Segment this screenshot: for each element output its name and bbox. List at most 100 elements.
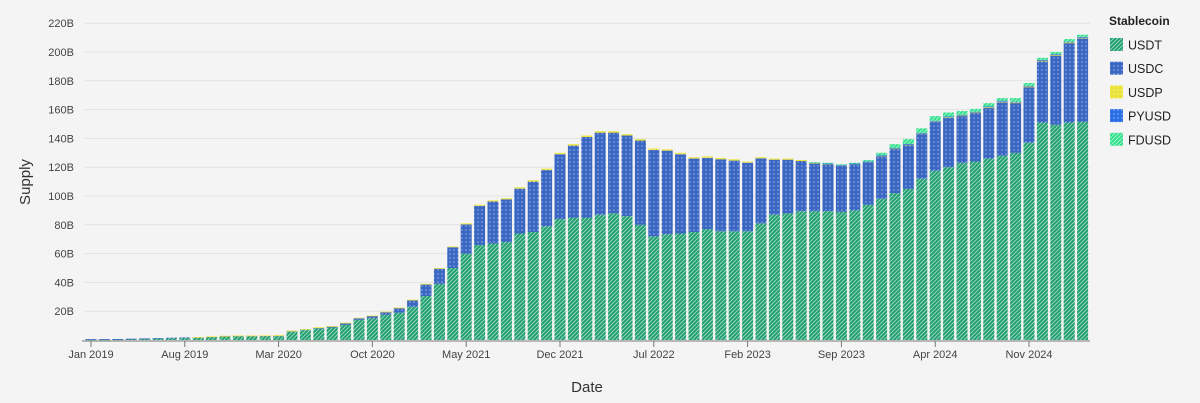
bar-stack-2020-05 [299,329,311,340]
bar-stack-2023-05 [782,158,794,340]
legend-swatch [1110,85,1123,99]
bar-fdusd-2024-04 [929,116,941,121]
bar-stack-2019-05 [139,338,151,340]
bar-usdp-2019-11 [219,335,231,337]
bar-usdc-2024-09 [996,101,1008,156]
bar-pyusd-2024-09 [996,100,1008,102]
bar-usdp-2020-03 [273,335,285,337]
bar-fdusd-2025-02 [1063,39,1075,42]
bar-usdt-2024-02 [902,188,914,340]
bar-stack-2021-01 [407,299,419,340]
legend-label: FDUSD [1128,133,1171,147]
bar-usdc-2020-09 [353,317,365,320]
bar-stack-2019-06 [152,337,164,340]
bar-usdc-2022-07 [648,149,660,237]
legend-label: USDC [1128,62,1163,76]
bar-usdp-2020-12 [393,307,405,309]
legend-item-usdc[interactable]: USDC [1110,61,1163,76]
x-tick-label: Oct 2020 [350,349,395,361]
bar-stack-2024-12 [1036,57,1048,340]
y-tick-label: 20B [54,306,74,318]
bar-usdp-2019-12 [232,335,244,337]
bar-usdc-2024-01 [889,148,901,194]
bar-usdc-2022-02 [581,136,593,218]
bar-pyusd-2023-12 [876,155,888,157]
bar-stack-2024-02 [902,139,914,340]
y-tick-label: 40B [54,277,74,289]
bar-stack-2022-09 [675,152,687,340]
bar-stack-2024-06 [956,111,968,340]
x-tick-label: Jul 2022 [633,349,675,361]
bar-stack-2025-03 [1077,34,1089,340]
bar-stack-2024-10 [1010,98,1022,340]
bar-stack-2019-04 [125,338,137,340]
legend-item-fdusd[interactable]: FDUSD [1110,132,1171,148]
bar-fdusd-2024-11 [1023,82,1035,86]
bar-stack-2023-10 [849,162,861,340]
bar-usdc-2019-03 [112,338,124,340]
bar-stack-2023-06 [795,160,807,340]
y-tick-label: 100B [48,191,74,203]
bar-usdc-2023-08 [822,164,834,212]
legend-label: USDP [1128,86,1163,100]
bar-stack-2021-04 [447,246,459,340]
bar-usdc-2024-10 [1010,102,1022,153]
bar-pyusd-2024-11 [1023,85,1035,87]
bar-usdp-2022-03 [594,131,606,133]
bar-usdc-2024-08 [983,107,995,159]
bar-stack-2019-11 [219,335,231,340]
bar-usdc-2024-12 [1036,60,1048,123]
bar-stack-2021-05 [460,223,472,340]
bar-usdp-2023-03 [755,157,767,159]
bar-fdusd-2023-09 [835,164,847,166]
bar-stack-2022-06 [634,139,646,340]
bar-usdc-2021-09 [514,188,526,234]
bar-fdusd-2025-03 [1077,34,1089,37]
bar-usdp-2022-10 [688,157,700,159]
bar-usdc-2023-09 [835,165,847,212]
bar-usdt-2022-06 [634,224,646,340]
bar-usdt-2019-12 [232,336,244,340]
bar-pyusd-2024-08 [983,106,995,108]
legend-item-usdt[interactable]: USDT [1110,38,1162,53]
bar-usdc-2022-12 [715,159,727,232]
bar-usdp-2020-10 [366,315,378,317]
bar-usdc-2021-10 [527,181,539,232]
bar-usdp-2024-10 [1010,102,1022,104]
legend-label: PYUSD [1128,110,1171,124]
bar-stack-2025-01 [1050,52,1062,340]
bar-stack-2020-07 [326,326,338,340]
x-tick-label: Apr 2024 [913,349,958,361]
bar-usdt-2024-06 [956,162,968,340]
bar-usdt-2023-01 [728,231,740,340]
bar-stack-2023-07 [809,162,821,340]
bar-stack-2022-04 [608,131,620,340]
bar-usdt-2021-11 [541,226,553,340]
bar-usdt-2024-01 [889,193,901,340]
bar-usdc-2023-07 [809,163,821,212]
bar-stack-2021-09 [514,187,526,340]
bar-usdp-2024-04 [929,121,941,123]
bar-usdt-2020-01 [246,336,258,340]
bar-usdc-2023-10 [849,164,861,211]
bar-usdp-2022-07 [648,148,660,150]
bar-usdc-2022-01 [567,145,579,218]
bar-pyusd-2024-05 [943,116,955,118]
bar-usdc-2024-05 [943,117,955,168]
bar-usdp-2025-01 [1050,54,1062,56]
bar-stack-2020-06 [313,327,325,340]
bar-pyusd-2024-10 [1010,101,1022,103]
bar-stack-2020-08 [340,322,352,340]
bar-fdusd-2024-03 [916,128,928,133]
bar-usdt-2020-02 [259,336,271,340]
bar-usdt-2019-06 [152,338,164,340]
bar-stack-2023-03 [755,157,767,340]
bar-usdp-2024-11 [1023,86,1035,88]
bar-usdt-2023-08 [822,211,834,340]
bar-stack-2022-11 [701,156,713,340]
bar-usdc-2021-02 [420,284,432,297]
legend-item-usdp[interactable]: USDP [1110,85,1163,100]
bar-pyusd-2024-12 [1036,59,1048,61]
legend-item-pyusd[interactable]: PYUSD [1110,109,1171,124]
bar-usdc-2023-12 [876,156,888,199]
